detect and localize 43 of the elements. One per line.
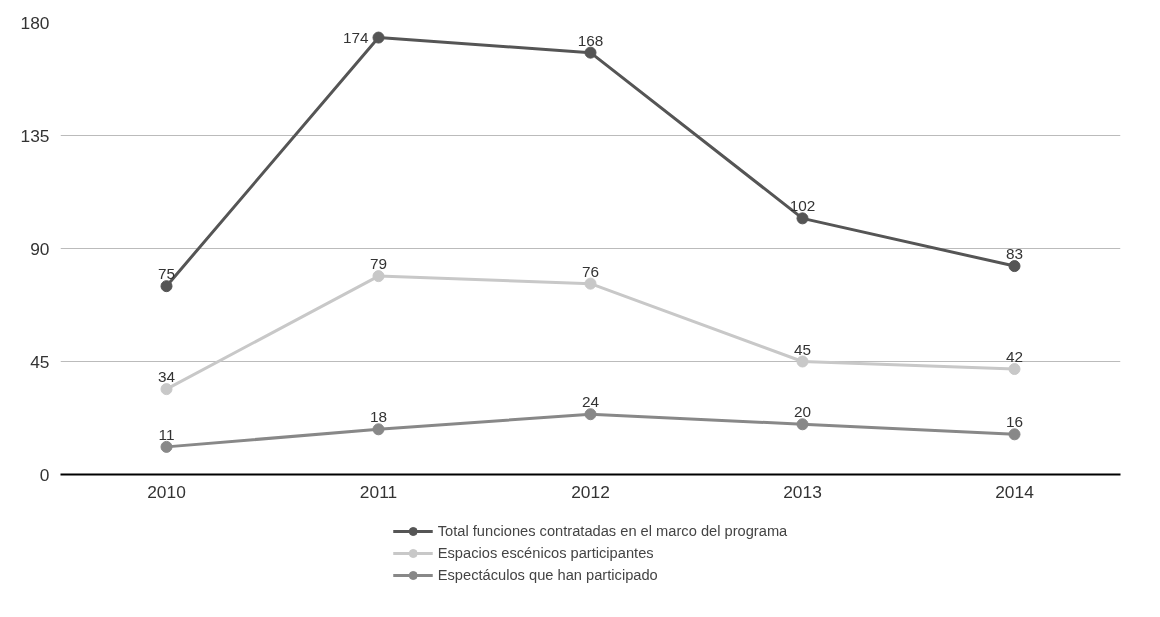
y-tick-label: 135 xyxy=(20,125,50,146)
data-label: 20 xyxy=(793,403,812,421)
point xyxy=(160,383,173,396)
data-label: 34 xyxy=(157,368,176,386)
point xyxy=(584,408,597,421)
legend-label: Espectáculos que han participado xyxy=(437,566,658,583)
data-label: 75 xyxy=(157,265,176,283)
data-label: 16 xyxy=(1005,413,1024,431)
data-label: 45 xyxy=(793,340,812,358)
y-tick-label: 180 xyxy=(20,12,50,33)
point xyxy=(1008,428,1021,441)
point xyxy=(796,212,809,225)
x-tick-label: 2011 xyxy=(359,481,398,502)
point xyxy=(796,355,809,368)
data-label: 11 xyxy=(158,425,175,443)
point xyxy=(1008,363,1021,376)
x-tick-label: 2010 xyxy=(147,481,186,502)
x-tick-label: 2012 xyxy=(571,481,610,502)
x-tick-label: 2014 xyxy=(995,481,1035,502)
point xyxy=(584,277,597,290)
x-tick-label: 2013 xyxy=(783,481,822,502)
point xyxy=(372,270,385,283)
legend-label: Espacios escénicos participantes xyxy=(437,544,654,561)
data-label: 102 xyxy=(789,197,816,215)
data-label: 42 xyxy=(1005,348,1024,366)
point xyxy=(1008,260,1021,273)
point xyxy=(372,423,385,436)
point xyxy=(372,31,385,44)
data-label: 168 xyxy=(577,31,604,49)
legend-label: Total funciones contratadas en el marco del programa xyxy=(437,522,788,539)
data-label: 76 xyxy=(581,262,600,280)
point xyxy=(160,280,173,293)
y-tick-label: 45 xyxy=(30,351,50,372)
y-tick-label: 90 xyxy=(30,238,50,259)
y-tick-label: 0 xyxy=(39,464,50,485)
data-label: 83 xyxy=(1005,245,1024,263)
data-label: 24 xyxy=(581,393,600,411)
point xyxy=(160,440,173,453)
data-label: 18 xyxy=(369,408,388,426)
data-label: 79 xyxy=(369,255,388,273)
point xyxy=(584,46,597,59)
point xyxy=(796,418,809,431)
data-label: 174 xyxy=(342,28,369,46)
